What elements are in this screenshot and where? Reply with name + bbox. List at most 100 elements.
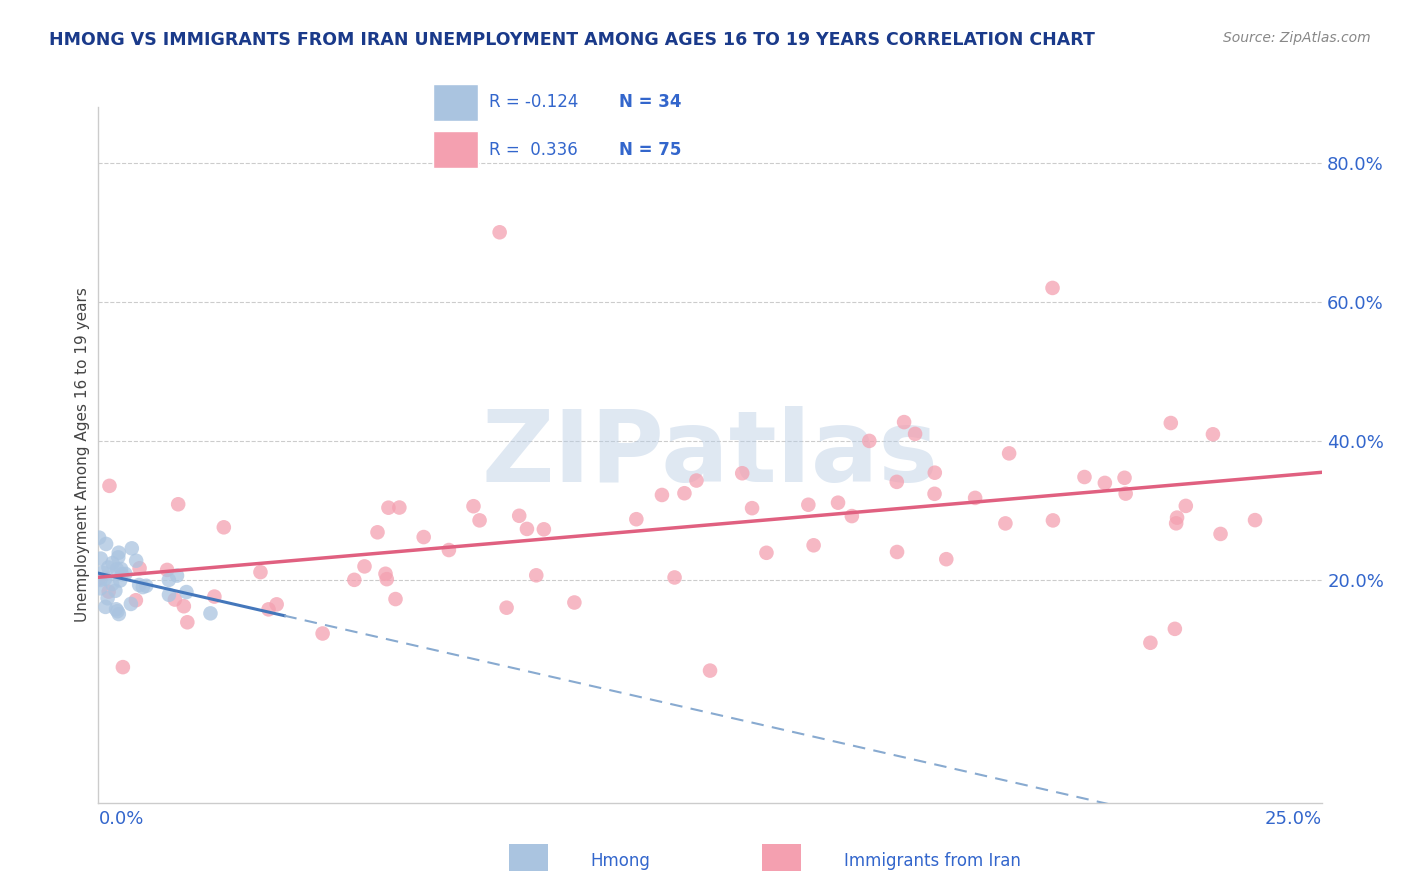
- Point: [998, 446, 1021, 460]
- Point: [176, 615, 198, 630]
- Point: [685, 474, 707, 488]
- FancyBboxPatch shape: [433, 131, 478, 168]
- Point: [524, 568, 547, 582]
- Point: [886, 475, 908, 489]
- Point: [935, 552, 957, 566]
- Point: [125, 554, 148, 568]
- Point: [516, 522, 538, 536]
- Point: [111, 567, 134, 582]
- Point: [1042, 281, 1064, 295]
- Point: [90, 582, 112, 596]
- Point: [1166, 510, 1188, 524]
- Point: [384, 592, 406, 607]
- Point: [1209, 527, 1232, 541]
- Point: [132, 580, 155, 594]
- Point: [495, 600, 517, 615]
- Text: Source: ZipAtlas.com: Source: ZipAtlas.com: [1223, 31, 1371, 45]
- Point: [101, 556, 124, 570]
- Point: [128, 578, 150, 592]
- Point: [366, 525, 388, 540]
- Point: [94, 572, 117, 586]
- Point: [886, 545, 908, 559]
- Point: [110, 562, 132, 576]
- Point: [353, 559, 375, 574]
- FancyBboxPatch shape: [433, 84, 478, 121]
- Point: [98, 479, 121, 493]
- Point: [626, 512, 648, 526]
- Point: [797, 498, 820, 512]
- Point: [212, 520, 235, 534]
- Point: [108, 574, 131, 588]
- Point: [135, 579, 157, 593]
- Text: HMONG VS IMMIGRANTS FROM IRAN UNEMPLOYMENT AMONG AGES 16 TO 19 YEARS CORRELATION: HMONG VS IMMIGRANTS FROM IRAN UNEMPLOYME…: [49, 31, 1095, 49]
- Point: [120, 597, 142, 611]
- Point: [343, 573, 366, 587]
- Point: [156, 563, 179, 577]
- Text: N = 34: N = 34: [619, 94, 681, 112]
- Point: [249, 565, 271, 579]
- Point: [924, 487, 946, 501]
- Point: [1115, 486, 1137, 500]
- Point: [374, 566, 396, 581]
- Point: [965, 491, 987, 505]
- Point: [97, 560, 120, 574]
- Point: [89, 531, 111, 545]
- Point: [166, 568, 188, 582]
- Point: [377, 500, 399, 515]
- Point: [1114, 471, 1136, 485]
- Point: [173, 599, 195, 614]
- Point: [107, 546, 129, 560]
- Point: [157, 588, 180, 602]
- Point: [101, 577, 124, 591]
- Point: [200, 607, 222, 621]
- Point: [741, 501, 763, 516]
- Point: [107, 604, 129, 618]
- Point: [1139, 636, 1161, 650]
- Point: [803, 538, 825, 552]
- Point: [91, 566, 114, 580]
- Point: [564, 595, 586, 609]
- Point: [157, 573, 180, 587]
- Point: [673, 486, 696, 500]
- Point: [651, 488, 673, 502]
- Point: [97, 591, 120, 606]
- Point: [437, 543, 460, 558]
- Point: [904, 426, 927, 441]
- Point: [1160, 416, 1182, 430]
- Text: ZIPatlas: ZIPatlas: [482, 407, 938, 503]
- Point: [1073, 470, 1095, 484]
- Point: [167, 497, 190, 511]
- Point: [114, 566, 136, 581]
- Point: [1164, 622, 1187, 636]
- Point: [89, 573, 111, 587]
- Point: [1094, 475, 1116, 490]
- Point: [893, 415, 915, 429]
- Point: [488, 225, 510, 239]
- Point: [87, 572, 110, 586]
- Point: [90, 551, 112, 566]
- Point: [108, 607, 131, 621]
- Point: [827, 496, 849, 510]
- Point: [858, 434, 880, 448]
- Point: [508, 508, 530, 523]
- Point: [1174, 499, 1197, 513]
- Text: 0.0%: 0.0%: [98, 810, 143, 828]
- Point: [163, 592, 186, 607]
- Point: [104, 583, 127, 598]
- Point: [257, 602, 280, 616]
- Point: [111, 660, 134, 674]
- Point: [1042, 513, 1064, 527]
- Point: [97, 584, 120, 599]
- Point: [388, 500, 411, 515]
- Text: R = -0.124: R = -0.124: [489, 94, 579, 112]
- Point: [311, 626, 333, 640]
- Point: [755, 546, 778, 560]
- Point: [468, 513, 491, 527]
- Text: R =  0.336: R = 0.336: [489, 141, 578, 159]
- Point: [1244, 513, 1267, 527]
- Point: [412, 530, 434, 544]
- Point: [125, 593, 148, 607]
- Point: [94, 537, 117, 551]
- Point: [994, 516, 1017, 531]
- Point: [699, 664, 721, 678]
